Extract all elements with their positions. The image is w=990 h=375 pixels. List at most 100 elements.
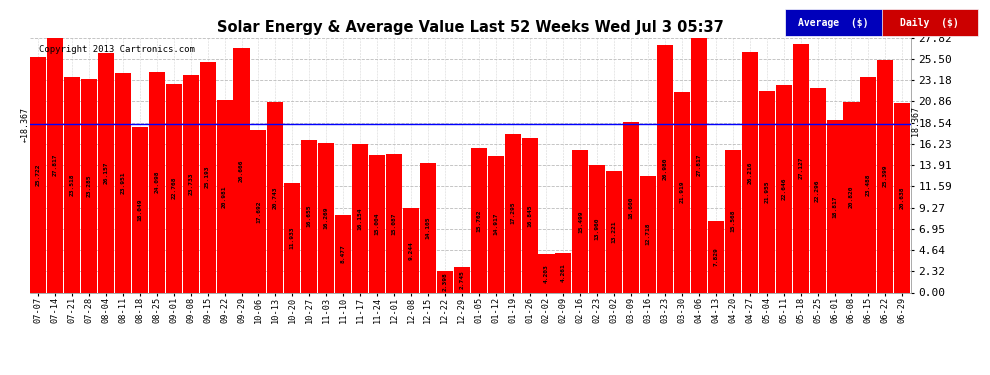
Text: 26.216: 26.216: [747, 161, 752, 184]
Bar: [369, 155, 385, 292]
Title: Solar Energy & Average Value Last 52 Weeks Wed Jul 3 05:37: Solar Energy & Average Value Last 52 Wee…: [217, 20, 724, 35]
Bar: [725, 150, 741, 292]
Text: 14.105: 14.105: [426, 217, 431, 239]
Text: 18.600: 18.600: [629, 196, 634, 219]
Bar: [810, 88, 826, 292]
Text: 27.127: 27.127: [798, 157, 803, 179]
Text: 25.399: 25.399: [883, 165, 888, 188]
Text: 2.745: 2.745: [459, 270, 464, 289]
Text: 15.004: 15.004: [374, 213, 379, 235]
Text: 15.762: 15.762: [476, 209, 481, 231]
Text: 15.087: 15.087: [391, 212, 397, 235]
Text: 17.295: 17.295: [510, 202, 515, 225]
Text: 23.733: 23.733: [188, 172, 193, 195]
Bar: [284, 183, 300, 292]
Bar: [488, 156, 504, 292]
Text: 27.817: 27.817: [52, 154, 57, 176]
Bar: [453, 267, 470, 292]
Bar: [115, 73, 131, 292]
Bar: [827, 120, 842, 292]
Text: 23.285: 23.285: [86, 174, 91, 197]
Bar: [623, 122, 640, 292]
Text: 25.193: 25.193: [205, 166, 210, 188]
Text: 16.845: 16.845: [527, 204, 532, 226]
Bar: [81, 79, 97, 292]
Bar: [758, 91, 775, 292]
Text: 25.722: 25.722: [36, 164, 41, 186]
Bar: [30, 57, 47, 292]
Text: 17.692: 17.692: [256, 200, 261, 223]
Text: 22.768: 22.768: [171, 177, 176, 200]
Bar: [336, 215, 351, 292]
Bar: [572, 150, 588, 292]
Text: 23.488: 23.488: [866, 174, 871, 196]
Bar: [539, 254, 554, 292]
Bar: [776, 85, 792, 292]
Bar: [403, 208, 419, 292]
Text: 11.933: 11.933: [290, 226, 295, 249]
Text: 2.398: 2.398: [443, 272, 447, 291]
Text: Daily  ($): Daily ($): [901, 18, 959, 27]
Bar: [234, 48, 249, 292]
Text: 12.718: 12.718: [645, 223, 650, 246]
Text: 20.981: 20.981: [222, 185, 227, 208]
Bar: [522, 138, 538, 292]
Bar: [505, 134, 521, 292]
Bar: [148, 72, 164, 292]
Text: 16.154: 16.154: [357, 207, 362, 230]
Text: 26.666: 26.666: [239, 159, 244, 182]
Bar: [386, 154, 402, 292]
Text: 16.655: 16.655: [307, 205, 312, 227]
Text: 18.367: 18.367: [911, 106, 920, 136]
Bar: [318, 143, 335, 292]
Bar: [250, 130, 266, 292]
Bar: [64, 77, 80, 292]
Text: 22.296: 22.296: [815, 179, 820, 202]
Text: 13.221: 13.221: [612, 220, 617, 243]
Bar: [555, 254, 571, 292]
Bar: [470, 148, 487, 292]
Text: 18.817: 18.817: [832, 195, 838, 217]
Text: 27.817: 27.817: [697, 154, 702, 176]
Text: ←18.367: ←18.367: [21, 106, 30, 142]
Bar: [843, 102, 859, 292]
Bar: [894, 104, 911, 292]
Bar: [708, 221, 724, 292]
Text: 20.820: 20.820: [849, 186, 854, 209]
Text: 21.919: 21.919: [679, 181, 684, 203]
Text: 21.955: 21.955: [764, 181, 769, 203]
Text: 8.477: 8.477: [341, 244, 346, 263]
Bar: [352, 144, 368, 292]
Bar: [674, 92, 690, 292]
Text: 15.499: 15.499: [578, 210, 583, 233]
Bar: [48, 38, 63, 292]
Text: 18.049: 18.049: [138, 198, 143, 221]
Text: 13.960: 13.960: [595, 217, 600, 240]
Bar: [217, 100, 233, 292]
Text: 9.244: 9.244: [409, 241, 414, 260]
Bar: [301, 140, 318, 292]
Text: Average  ($): Average ($): [798, 18, 868, 27]
Text: 26.157: 26.157: [103, 161, 109, 184]
Bar: [877, 60, 893, 292]
Text: 22.646: 22.646: [781, 177, 786, 200]
Bar: [182, 75, 199, 292]
Bar: [606, 171, 623, 292]
Text: 20.638: 20.638: [900, 187, 905, 209]
Bar: [437, 270, 452, 292]
Text: 23.951: 23.951: [121, 171, 126, 194]
Bar: [860, 77, 876, 292]
Bar: [742, 52, 758, 292]
Bar: [200, 62, 216, 292]
Bar: [589, 165, 605, 292]
Text: 23.518: 23.518: [69, 174, 74, 196]
Text: 26.980: 26.980: [662, 158, 667, 180]
Text: 24.098: 24.098: [154, 171, 159, 193]
Bar: [691, 38, 707, 292]
Bar: [657, 45, 673, 292]
Bar: [132, 127, 148, 292]
Text: 7.829: 7.829: [714, 247, 719, 266]
Text: 4.261: 4.261: [561, 264, 566, 282]
Text: 20.743: 20.743: [273, 186, 278, 209]
Bar: [98, 53, 114, 292]
